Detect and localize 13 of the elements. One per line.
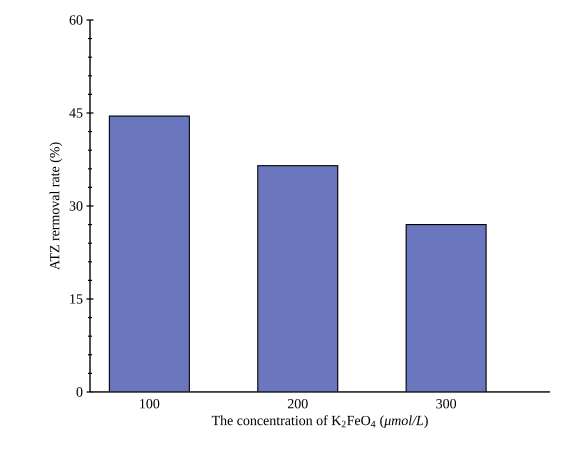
x-tick-label: 300 bbox=[436, 399, 456, 408]
y-tick-label: 15 bbox=[70, 294, 82, 304]
bar bbox=[406, 224, 487, 392]
y-tick-label: 30 bbox=[70, 201, 82, 211]
y-tick-label: 0 bbox=[76, 387, 82, 397]
bar bbox=[108, 116, 190, 392]
x-tick-label: 100 bbox=[140, 399, 160, 408]
y-tick-label: 45 bbox=[69, 108, 82, 118]
x-tick-label: 200 bbox=[288, 399, 308, 408]
x-axis-title: The concentration of K$_{2}$FeO$_{4}$ (μmol/L) bbox=[212, 415, 428, 428]
y-axis-title: ATZ rermoval rate (%) bbox=[50, 142, 62, 270]
bar bbox=[257, 165, 338, 392]
y-tick-label: 60 bbox=[70, 15, 82, 25]
